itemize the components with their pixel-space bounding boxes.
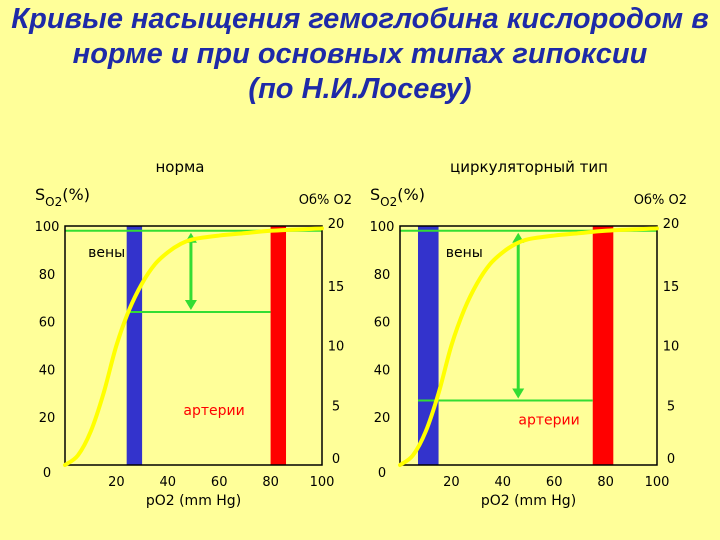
x-axis-label: pO2 (mm Hg): [481, 493, 576, 509]
y-axis-label: SO2(%): [370, 185, 425, 209]
x-tick-label: 40: [495, 475, 512, 490]
x-tick-label: 80: [597, 475, 614, 490]
arteries-label: артерии: [518, 412, 579, 428]
y-tick-label: 60: [39, 316, 56, 331]
y2-tick-label: 0: [667, 452, 675, 467]
x-tick-label: 40: [160, 475, 177, 490]
y2-tick-label: 15: [328, 280, 345, 295]
difference-arrow-head-bottom: [184, 300, 197, 311]
page-title: Кривые насыщения гемоглобина кислородом …: [0, 2, 720, 107]
chart-title: циркуляторный тип: [450, 158, 608, 176]
y-axis-label: SO2(%): [35, 185, 90, 209]
x-tick-label: 80: [262, 475, 279, 490]
plot-frame: [64, 225, 323, 466]
y2-tick-label: 15: [663, 280, 680, 295]
saturation-curve: [63, 226, 324, 467]
x-tick-label: 60: [546, 475, 563, 490]
y2-axis-label: Об% О2: [299, 193, 352, 208]
saturation-curve: [398, 226, 659, 467]
y-tick-label: 100: [35, 220, 60, 235]
y-tick-label: 20: [374, 411, 391, 426]
y2-tick-label: 5: [332, 399, 340, 414]
y2-tick-label: 10: [328, 340, 345, 355]
difference-arrow-head-bottom: [512, 388, 525, 399]
y2-tick-label: 20: [328, 217, 345, 232]
title-line-2: норме и при основных типах гипоксии: [72, 38, 648, 70]
vein-bar: [126, 226, 143, 465]
plot-frame: [399, 225, 658, 466]
y-tick-label: 40: [374, 363, 391, 378]
y-tick-label: 100: [370, 220, 395, 235]
x-tick-label: 100: [645, 475, 670, 490]
y-tick-label: 80: [374, 268, 391, 283]
y2-tick-label: 10: [663, 340, 680, 355]
origin-label: 0: [378, 466, 386, 481]
x-tick-label: 20: [443, 475, 460, 490]
title-line-3: (по Н.И.Лосеву): [248, 73, 472, 105]
x-tick-label: 60: [211, 475, 228, 490]
y2-axis-label: Об% О2: [634, 193, 687, 208]
y2-tick-label: 0: [332, 452, 340, 467]
x-tick-label: 100: [310, 475, 335, 490]
y-tick-label: 20: [39, 411, 56, 426]
chart-panel-1: норма SO2(%) Об% О2 100 80 60 40 20 0 20 15 10 5 0 20 4…: [35, 158, 352, 509]
chart-title: норма: [155, 158, 204, 176]
x-tick-label: 20: [108, 475, 125, 490]
veins-label: вены: [88, 245, 125, 261]
title-line-1: Кривые насыщения гемоглобина кислородом …: [11, 3, 709, 35]
artery-bar: [270, 226, 287, 465]
origin-label: 0: [43, 466, 51, 481]
arteries-label: артерии: [183, 403, 244, 419]
y-tick-label: 40: [39, 363, 56, 378]
x-axis-label: pO2 (mm Hg): [146, 493, 241, 509]
y2-tick-label: 5: [667, 399, 675, 414]
veins-label: вены: [446, 245, 483, 261]
y2-tick-label: 20: [663, 217, 680, 232]
artery-bar: [592, 226, 614, 465]
y-tick-label: 80: [39, 268, 56, 283]
y-tick-label: 60: [374, 316, 391, 331]
